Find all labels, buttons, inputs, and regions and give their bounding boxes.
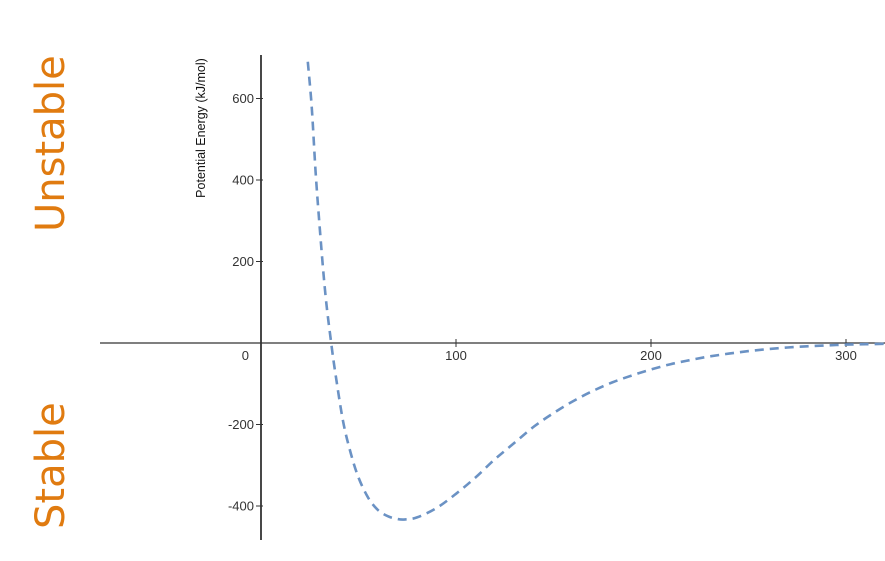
y-tick-label: 600 bbox=[232, 91, 254, 106]
y-tick-label: -400 bbox=[228, 499, 254, 514]
x-tick-label: 0 bbox=[242, 348, 249, 363]
y-tick-label: 400 bbox=[232, 173, 254, 188]
x-tick-label: 200 bbox=[640, 348, 662, 363]
y-tick-label: -200 bbox=[228, 417, 254, 432]
tick-marks: 0 100 200 300 -400 -200 200 400 600 bbox=[228, 91, 857, 514]
x-tick-label: 300 bbox=[835, 348, 857, 363]
y-axis-label: Potential Energy (kJ/mol) bbox=[194, 58, 208, 198]
x-tick-label: 100 bbox=[445, 348, 467, 363]
curve-layer bbox=[306, 61, 885, 521]
y-tick-label: 200 bbox=[232, 254, 254, 269]
energy-curve-line bbox=[306, 61, 885, 521]
axes bbox=[100, 55, 885, 540]
